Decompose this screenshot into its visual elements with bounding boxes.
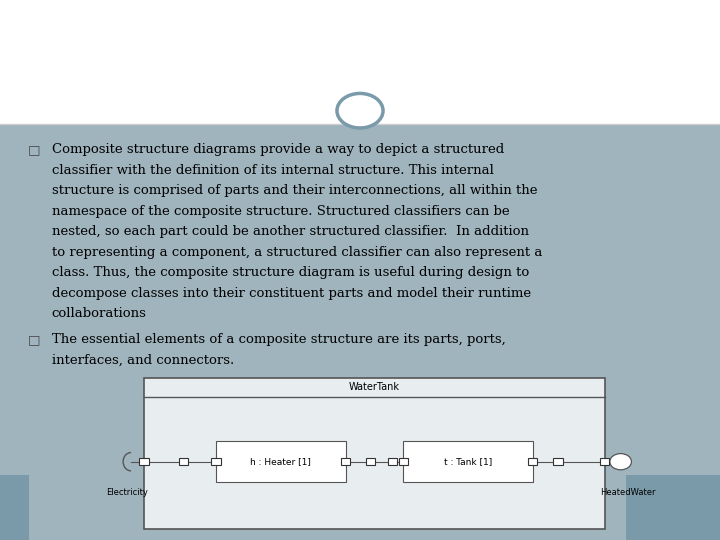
FancyBboxPatch shape — [216, 442, 346, 482]
Text: □: □ — [27, 143, 40, 156]
FancyBboxPatch shape — [144, 378, 605, 529]
Text: The essential elements of a composite structure are its parts, ports,: The essential elements of a composite st… — [52, 333, 505, 346]
Text: □: □ — [27, 333, 40, 346]
Text: namespace of the composite structure. Structured classifiers can be: namespace of the composite structure. St… — [52, 205, 510, 218]
FancyBboxPatch shape — [600, 458, 609, 465]
Text: nested, so each part could be another structured classifier.  In addition: nested, so each part could be another st… — [52, 225, 528, 238]
FancyBboxPatch shape — [528, 458, 537, 465]
Text: h : Heater [1]: h : Heater [1] — [251, 457, 311, 466]
Text: Electricity: Electricity — [107, 488, 148, 497]
FancyBboxPatch shape — [403, 442, 533, 482]
FancyBboxPatch shape — [341, 458, 351, 465]
Text: structure is comprised of parts and their interconnections, all within the: structure is comprised of parts and thei… — [52, 184, 537, 197]
Text: collaborations: collaborations — [52, 307, 147, 320]
FancyBboxPatch shape — [0, 0, 720, 124]
FancyBboxPatch shape — [140, 458, 149, 465]
FancyBboxPatch shape — [0, 475, 29, 540]
Circle shape — [610, 454, 631, 470]
Text: WaterTank: WaterTank — [349, 382, 400, 393]
Text: to representing a component, a structured classifier can also represent a: to representing a component, a structure… — [52, 246, 542, 259]
Text: classifier with the definition of its internal structure. This internal: classifier with the definition of its in… — [52, 164, 494, 177]
FancyBboxPatch shape — [399, 458, 408, 465]
FancyBboxPatch shape — [553, 458, 563, 465]
Text: class. Thus, the composite structure diagram is useful during design to: class. Thus, the composite structure dia… — [52, 266, 529, 279]
Text: HeatedWater: HeatedWater — [600, 488, 656, 497]
Text: interfaces, and connectors.: interfaces, and connectors. — [52, 354, 234, 367]
Circle shape — [337, 93, 383, 128]
Text: Composite structure diagrams provide a way to depict a structured: Composite structure diagrams provide a w… — [52, 143, 504, 156]
Text: t : Tank [1]: t : Tank [1] — [444, 457, 492, 466]
FancyBboxPatch shape — [179, 458, 189, 465]
FancyBboxPatch shape — [212, 458, 221, 465]
FancyBboxPatch shape — [626, 475, 720, 540]
Text: decompose classes into their constituent parts and model their runtime: decompose classes into their constituent… — [52, 287, 531, 300]
FancyBboxPatch shape — [366, 458, 376, 465]
FancyBboxPatch shape — [387, 458, 397, 465]
FancyBboxPatch shape — [0, 124, 720, 540]
